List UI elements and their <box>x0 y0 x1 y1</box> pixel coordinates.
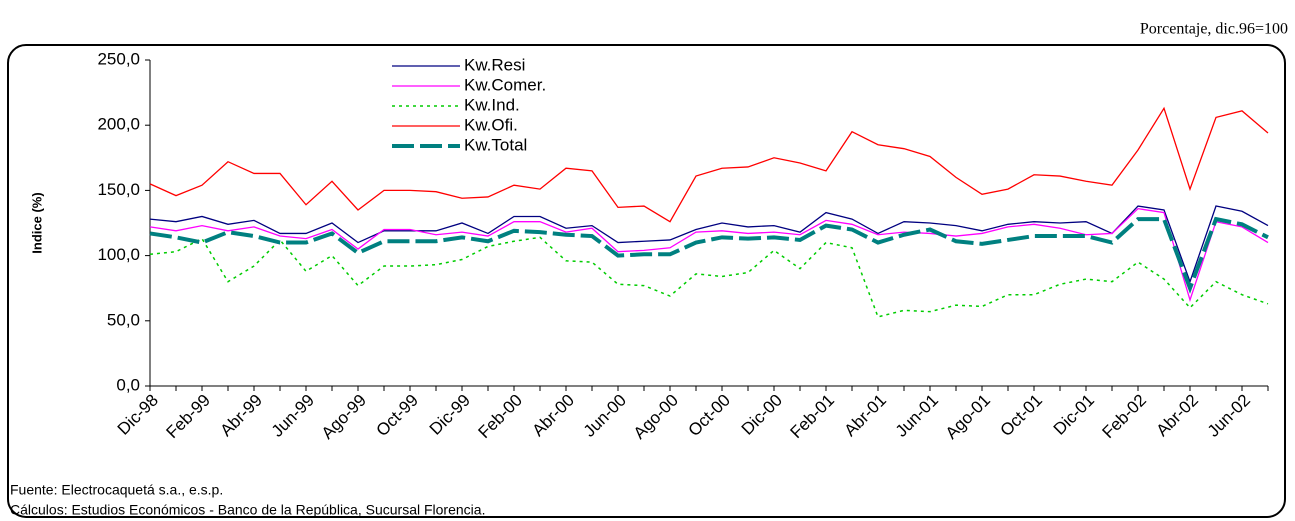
x-tick-label: Ago-01 <box>942 391 994 443</box>
series-line <box>149 205 1269 284</box>
x-tick-label: Feb-99 <box>162 391 214 443</box>
series-line <box>149 216 1269 294</box>
x-tick-label: Feb-02 <box>1098 391 1150 443</box>
x-tick-label: Feb-00 <box>474 391 526 443</box>
y-tick-label: 100,0 <box>97 245 140 264</box>
x-tick-label: Abr-00 <box>528 391 578 441</box>
x-tick-label: Oct-99 <box>372 391 422 441</box>
y-tick-label: 200,0 <box>97 115 140 134</box>
x-tick-label: Jun-01 <box>892 391 942 441</box>
legend-label: Kw.Resi <box>464 55 525 74</box>
legend-label: Kw.Total <box>464 135 527 154</box>
x-tick-label: Oct-00 <box>684 391 734 441</box>
legend-label: Kw.Ind. <box>464 95 520 114</box>
note: Porcentaje, dic.96=100 <box>1140 21 1288 38</box>
series-line <box>149 106 1269 223</box>
x-tick-label: Jun-02 <box>1204 391 1254 441</box>
x-tick-label: Abr-01 <box>840 391 890 441</box>
footnote: Fuente: Electrocaquetá s.a., e.s.p. <box>10 482 223 498</box>
x-tick-label: Feb-01 <box>786 391 838 443</box>
legend-label: Kw.Comer. <box>464 75 546 94</box>
series-line <box>149 207 1269 303</box>
x-tick-label: Dic-00 <box>738 391 786 439</box>
x-tick-label: Abr-02 <box>1152 391 1202 441</box>
y-tick-label: 50,0 <box>107 310 140 329</box>
x-tick-label: Abr-99 <box>216 391 266 441</box>
footnote: Cálculos: Estudios Económicos - Banco de… <box>10 502 485 518</box>
x-tick-label: Dic-99 <box>426 391 474 439</box>
x-tick-label: Dic-01 <box>1050 391 1098 439</box>
legend-label: Kw.Ofi. <box>464 115 518 134</box>
x-tick-label: Jun-99 <box>268 391 318 441</box>
x-tick-label: Jun-00 <box>580 391 630 441</box>
x-tick-label: Dic-98 <box>114 391 162 439</box>
x-tick-label: Ago-99 <box>318 391 370 443</box>
x-tick-label: Ago-00 <box>630 391 682 443</box>
x-tick-label: Oct-01 <box>996 391 1046 441</box>
frame <box>7 44 1286 518</box>
y-tick-label: 0,0 <box>116 375 140 394</box>
y-axis-title: Indice (%) <box>29 192 44 253</box>
series-line <box>149 236 1269 318</box>
y-tick-label: 150,0 <box>97 180 140 199</box>
y-tick-label: 250,0 <box>97 49 140 68</box>
